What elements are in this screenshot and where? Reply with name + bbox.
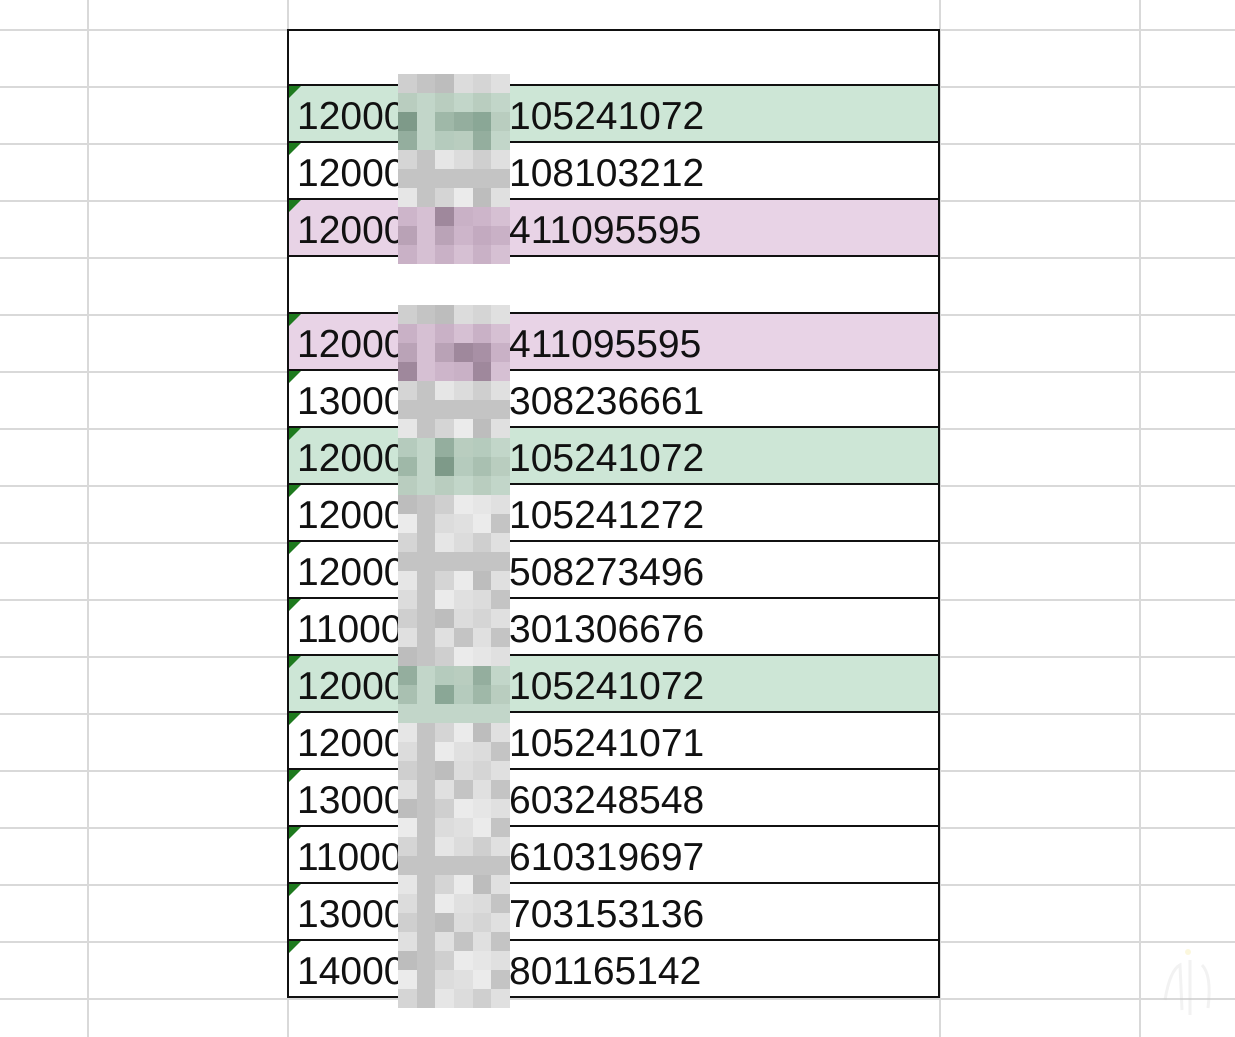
table-cell[interactable]: 13000 703153136: [287, 884, 940, 941]
error-indicator-icon[interactable]: [289, 542, 301, 554]
cell-value: 12000 105241072: [297, 95, 704, 139]
row-gridline: [0, 998, 1235, 1000]
watermark-icon: [1163, 949, 1211, 1015]
cell-value-suffix: 105241272: [509, 494, 705, 537]
error-indicator-icon[interactable]: [289, 485, 301, 497]
cell-value-suffix: 105241072: [509, 665, 705, 708]
cell-value-prefix: 12000: [297, 494, 401, 537]
cell-value: 14000 801165142: [297, 950, 701, 994]
table-cell[interactable]: 11000 610319697: [287, 827, 940, 884]
cell-value-prefix: 13000: [297, 779, 401, 822]
empty-cell[interactable]: [287, 257, 940, 314]
cell-value-suffix: 801165142: [509, 950, 702, 993]
cell-value: 12000 105241072: [297, 437, 704, 481]
cell-value-suffix: 411095595: [509, 209, 702, 252]
cell-value-suffix: 508273496: [509, 551, 705, 594]
error-indicator-icon[interactable]: [289, 143, 301, 155]
table-cell[interactable]: 12000 508273496: [287, 542, 940, 599]
cell-value: 12000 508273496: [297, 551, 704, 595]
cell-value-suffix: 105241072: [509, 437, 705, 480]
cell-value-prefix: 12000: [297, 437, 401, 480]
cell-value-prefix: 12000: [297, 665, 401, 708]
error-indicator-icon[interactable]: [289, 599, 301, 611]
cell-value: 11000 301306676: [297, 608, 704, 652]
cell-value: 12000 108103212: [297, 152, 704, 196]
cell-value: 12000 105241072: [297, 665, 704, 709]
cell-value-suffix: 308236661: [509, 380, 705, 423]
cell-value-prefix: 12000: [297, 722, 401, 765]
table-cell[interactable]: 12000 105241072: [287, 86, 940, 143]
table-cell[interactable]: 12000 105241071: [287, 713, 940, 770]
column-gridline: [939, 0, 941, 1037]
error-indicator-icon[interactable]: [289, 371, 301, 383]
error-indicator-icon[interactable]: [289, 314, 301, 326]
empty-cell[interactable]: [287, 29, 940, 86]
cell-value-prefix: 13000: [297, 380, 401, 423]
error-indicator-icon[interactable]: [289, 941, 301, 953]
cell-value-suffix: 603248548: [509, 779, 705, 822]
cell-value-suffix: 301306676: [509, 608, 705, 651]
table-cell[interactable]: 12000 411095595: [287, 200, 940, 257]
error-indicator-icon[interactable]: [289, 884, 301, 896]
cell-value: 12000 411095595: [297, 323, 701, 367]
redaction-mosaic: [398, 305, 510, 1008]
cell-value-prefix: 11000: [297, 608, 401, 651]
table-cell[interactable]: 12000 105241072: [287, 656, 940, 713]
cell-value: 13000 308236661: [297, 380, 704, 424]
cell-value-suffix: 411095595: [509, 323, 702, 366]
cell-value-suffix: 703153136: [509, 893, 705, 936]
cell-value: 13000 703153136: [297, 893, 704, 937]
cell-value-prefix: 12000: [297, 209, 401, 252]
table-cell[interactable]: 12000 108103212: [287, 143, 940, 200]
table-cell[interactable]: 13000 603248548: [287, 770, 940, 827]
cell-value-suffix: 105241072: [509, 95, 705, 138]
cell-value: 13000 603248548: [297, 779, 704, 823]
redaction-mosaic: [398, 74, 510, 264]
table-cell[interactable]: 11000 301306676: [287, 599, 940, 656]
table-cell[interactable]: 14000 801165142: [287, 941, 940, 998]
cell-value-prefix: 12000: [297, 551, 401, 594]
cell-value: 12000 105241071: [297, 722, 704, 766]
error-indicator-icon[interactable]: [289, 86, 301, 98]
cell-value-prefix: 12000: [297, 95, 401, 138]
error-indicator-icon[interactable]: [289, 827, 301, 839]
column-gridline: [87, 0, 89, 1037]
cell-value: 12000 105241272: [297, 494, 704, 538]
error-indicator-icon[interactable]: [289, 770, 301, 782]
cell-value-prefix: 13000: [297, 893, 401, 936]
error-indicator-icon[interactable]: [289, 200, 301, 212]
table-cell[interactable]: 13000 308236661: [287, 371, 940, 428]
error-indicator-icon[interactable]: [289, 713, 301, 725]
cell-value-suffix: 108103212: [509, 152, 705, 195]
table-cell[interactable]: 12000 105241072: [287, 428, 940, 485]
cell-value-prefix: 12000: [297, 323, 401, 366]
cell-value-prefix: 12000: [297, 152, 401, 195]
table-cell[interactable]: 12000 411095595: [287, 314, 940, 371]
cell-value-suffix: 610319697: [509, 836, 705, 879]
column-gridline: [1139, 0, 1141, 1037]
cell-value-suffix: 105241071: [509, 722, 705, 765]
cell-value: 12000 411095595: [297, 209, 701, 253]
cell-value-prefix: 14000: [297, 950, 401, 993]
error-indicator-icon[interactable]: [289, 656, 301, 668]
table-cell[interactable]: 12000 105241272: [287, 485, 940, 542]
cell-value-prefix: 11000: [297, 836, 401, 879]
error-indicator-icon[interactable]: [289, 428, 301, 440]
cell-value: 11000 610319697: [297, 836, 704, 880]
